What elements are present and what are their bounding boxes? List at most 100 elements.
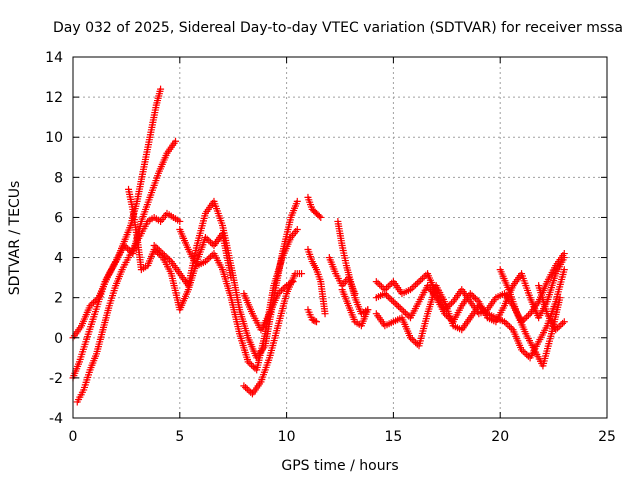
data-point [556,294,564,302]
series-track-11 [304,306,321,326]
x-tick-label: 5 [175,429,184,445]
series-track-19 [535,282,568,334]
data-point [277,286,285,294]
series-track-18 [496,266,564,370]
y-tick-label: 14 [45,50,63,66]
plot-frame [72,56,608,419]
data-point [560,254,568,262]
data-point [279,285,287,293]
y-tick-label: 12 [45,90,63,106]
data-point [157,85,165,93]
data-point [274,290,282,298]
data-point [477,303,485,311]
data-point [383,291,391,299]
data-point [384,293,392,301]
series-track-10 [304,246,329,318]
data-point [364,306,372,314]
y-tick-label: -2 [49,371,63,387]
data-point [205,254,213,262]
y-tick-label: 2 [54,291,63,307]
data-point [242,384,250,392]
data-point [201,258,209,266]
y-tick-label: -4 [49,411,63,427]
data-point [201,234,209,241]
data-point [207,253,215,261]
data-point [293,197,301,205]
data-point [162,253,170,261]
series-track-17 [372,266,568,362]
data-point [389,298,397,306]
data-point [391,299,399,307]
data-point [377,282,385,290]
data-points [69,85,568,406]
data-point [246,359,254,367]
data-point [524,311,532,319]
data-point [504,321,512,329]
y-tick-label: 4 [54,251,63,267]
data-point [374,279,382,287]
data-point [553,324,561,332]
data-point [482,308,490,316]
data-point [248,361,256,369]
data-point [403,311,411,319]
data-point [317,213,325,221]
data-point [376,281,384,289]
data-point [386,281,394,289]
data-point [88,300,96,308]
data-point [315,212,323,220]
data-point [401,309,409,317]
data-point [240,382,248,390]
axis-ticks: 0 5 10 15 20 25 -4 -2 0 2 4 6 8 10 12 14 [45,50,616,445]
data-point [120,242,128,250]
data-point [154,245,162,253]
data-point [413,279,421,287]
data-point [447,299,455,307]
data-point [480,307,488,315]
data-point [400,307,408,315]
data-point [281,283,289,291]
y-tick-label: 6 [54,210,63,226]
data-point [470,293,478,301]
y-tick-label: 10 [45,130,63,146]
data-point [243,385,251,393]
data-point [164,254,172,262]
x-tick-label: 10 [278,429,296,445]
data-point [395,302,403,310]
x-axis-label: GPS time / hours [281,458,398,474]
y-axis-label: SDTVAR / TECUs [7,181,23,296]
series-track-13 [334,217,372,318]
series-track-3 [73,209,184,406]
data-point [393,301,401,309]
data-point [559,319,567,327]
data-point [420,273,428,281]
data-point [159,250,167,258]
data-point [560,318,568,326]
data-point [298,270,306,278]
data-point [90,298,98,306]
series-track-4 [125,185,235,314]
data-point [289,278,297,286]
data-point [466,290,474,298]
data-point [160,251,168,259]
data-point [381,290,389,298]
data-point [408,284,416,292]
x-tick-label: 20 [491,429,509,445]
data-point [86,302,94,310]
data-point [473,296,481,304]
x-tick-label: 0 [69,429,78,445]
data-point [468,291,476,299]
data-point [124,245,132,253]
data-point [372,278,380,286]
data-point [406,286,414,294]
data-point [406,334,414,342]
data-point [523,351,531,359]
y-tick-label: 8 [54,170,63,186]
data-point [293,225,301,233]
data-point [93,295,101,303]
data-point [446,301,454,309]
data-point [166,256,174,264]
data-point [396,304,404,312]
data-point [518,346,526,354]
data-point [523,313,531,321]
